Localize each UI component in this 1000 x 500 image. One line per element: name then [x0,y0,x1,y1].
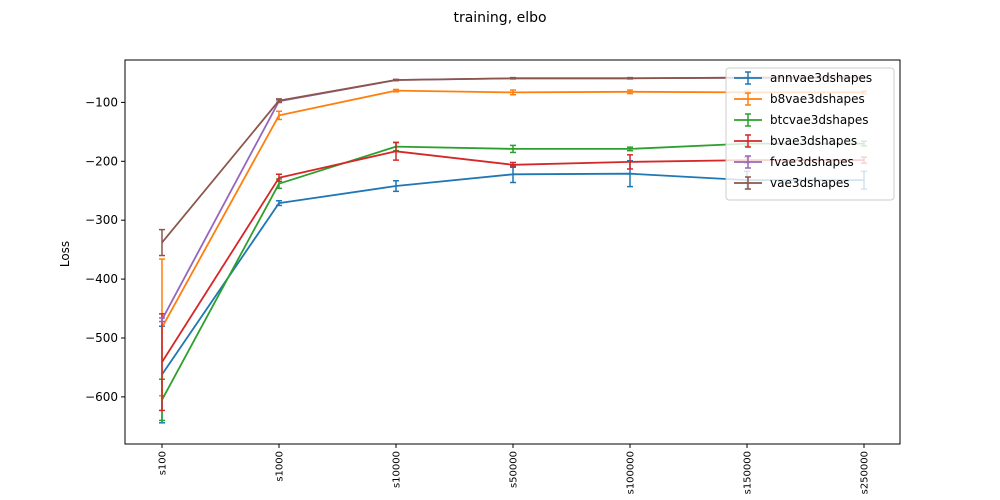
y-axis-label: Loss [58,241,72,267]
legend-item: fvae3dshapes [734,155,854,169]
legend-item: b8vae3dshapes [734,92,865,106]
legend-label: b8vae3dshapes [770,92,865,106]
plot-area: −100 −200 −300 −400 −500 −600 s100 s1000 s10000 s… [85,76,871,494]
y-tick-label: −200 [85,154,118,168]
legend-item: bvae3dshapes [734,134,857,148]
x-tick-label: s150000 [743,451,754,494]
legend-item: vae3dshapes [734,176,850,190]
x-tick-label: s50000 [509,451,520,488]
x-tick-label: s10000 [392,451,403,488]
y-tick-label: −400 [85,272,118,286]
legend-label: vae3dshapes [770,176,850,190]
y-tick-label: −300 [85,213,118,227]
y-tick-label: −600 [85,390,118,404]
plot-frame [124,59,901,445]
chart-title: training, elbo [453,10,546,26]
legend-item: btcvae3dshapes [734,113,868,127]
legend-label: fvae3dshapes [770,155,854,169]
y-tick-label: −100 [85,95,118,109]
x-tick-label: s250000 [860,451,871,494]
x-tick-label: s1000 [275,451,286,482]
error-bar [159,313,165,412]
x-tick-label: s100000 [626,451,637,494]
legend-box [725,67,895,201]
legend-label: btcvae3dshapes [770,113,868,127]
x-tick-label: s100 [158,451,169,475]
legend-item: annvae3dshapes [734,71,872,85]
legend-label: bvae3dshapes [770,134,857,148]
y-tick-label: −500 [85,331,118,345]
legend-label: annvae3dshapes [770,71,872,85]
legend: annvae3dshapes b8vae3dshapes btcvae3dshape… [725,67,895,201]
